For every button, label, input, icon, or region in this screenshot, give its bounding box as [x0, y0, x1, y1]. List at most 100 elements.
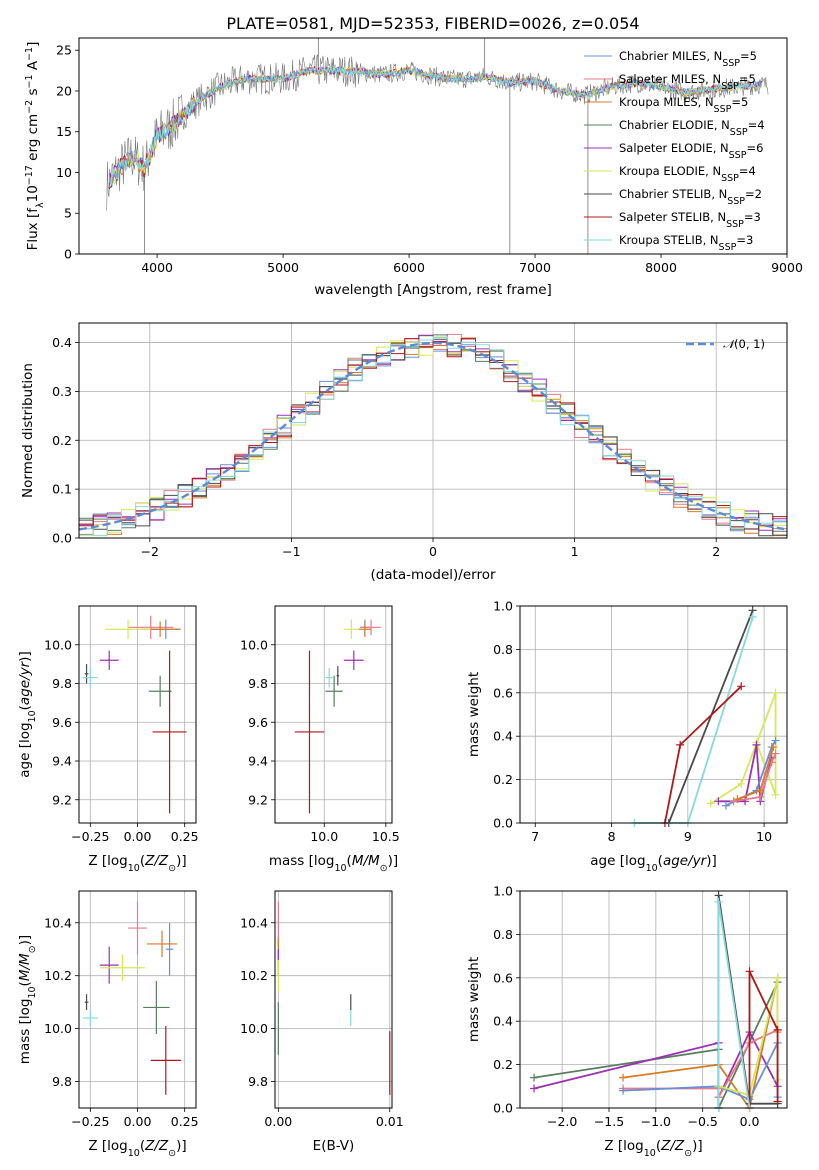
age-vs-metallicity-panel: −0.25 0.00 0.259.29.49.69.810.0Z [log10(Z/… — [17, 605, 199, 874]
label-part: Chabrier MILES, N — [619, 49, 722, 63]
x-tick-label: 8 — [608, 829, 616, 844]
x-tick-label: 0.0 — [740, 1114, 760, 1129]
mass-weight-marker — [737, 682, 746, 691]
label-part: ( — [140, 1138, 145, 1154]
x-tick-label: −2 — [141, 544, 159, 559]
mass-weight-marker — [721, 801, 730, 810]
mass-weight-series — [710, 692, 777, 805]
normal-distribution-curve — [78, 341, 785, 531]
mass-weight-series — [733, 753, 777, 803]
axes-frame — [274, 605, 393, 824]
label-part: Z [log — [88, 1138, 127, 1154]
x-tick-label: 0.25 — [171, 829, 199, 844]
label-part: λ — [35, 202, 46, 208]
x-tick-label: 0.00 — [124, 829, 152, 844]
label-part: Normed distribution — [20, 363, 36, 498]
mass-weight-marker — [756, 786, 765, 795]
y-tick-label: 0.3 — [52, 384, 72, 399]
axes-frame — [78, 605, 197, 824]
label-part: Chabrier STELIB, N — [619, 187, 727, 201]
model-spectrum-line — [109, 65, 763, 185]
y-tick-label: 10.4 — [240, 915, 268, 930]
label-part: −2 — [24, 100, 35, 114]
massweight-vs-metallicity-panel: −2.0 −1.5 −1.0 −0.5 0.0 0.0 0.2 0.4 0.6 0.8 1.0 Z [… — [466, 884, 788, 1159]
label-part: Z [log — [604, 1138, 643, 1154]
y-tick-label: 0.2 — [493, 772, 513, 787]
label-part: A — [25, 60, 41, 74]
y-tick-label: 9.6 — [248, 715, 268, 730]
y-tick-label: 0.2 — [52, 433, 72, 448]
x-tick-label: −0.25 — [71, 1114, 109, 1129]
y-tick-label: 0.2 — [493, 1057, 513, 1072]
label-part: E(B-V) — [313, 1138, 355, 1154]
x-tick-label: 7000 — [519, 260, 551, 275]
y-tick-label: 10.0 — [44, 1021, 72, 1036]
label-part: Z [log — [88, 853, 127, 869]
y-tick-label: 1.0 — [493, 884, 513, 899]
mass-weight-marker — [752, 740, 761, 749]
label-part: 10 — [27, 986, 38, 998]
label-part: SSP — [719, 242, 737, 253]
mass-vs-ebv-panel: 0.00 0.01 9.8 10.0 10.2 10.4 E(B-V) — [240, 890, 404, 1154]
label-part: ⊙ — [168, 1148, 176, 1159]
label-part: =4 — [739, 164, 756, 178]
y-tick-label: 0.8 — [493, 927, 513, 942]
label-part: Z/Z — [144, 853, 169, 869]
y-tick-label: 0.4 — [493, 729, 513, 744]
mass-weight-marker — [771, 688, 780, 697]
label-part: 10 — [334, 863, 346, 874]
mass-weight-marker — [773, 973, 782, 982]
y-tick-label: 0.4 — [52, 335, 72, 350]
mass-weight-marker — [771, 790, 780, 799]
label-part: 10 — [644, 1148, 656, 1159]
x-tick-label: 0 — [429, 544, 437, 559]
legend-entry: Salpeter STELIB, NSSP=3 — [619, 210, 761, 230]
x-tick-label: −1 — [282, 544, 300, 559]
mass-weight-marker — [771, 749, 780, 758]
mass-weight-marker — [769, 743, 778, 752]
label-part: Chabrier ELODIE, N — [619, 118, 730, 132]
label-part: M/M — [352, 853, 380, 869]
label-part: ⊙ — [380, 863, 388, 874]
label-part: =2 — [745, 187, 762, 201]
label-part: mass [log — [269, 853, 335, 869]
y-tick-label: 1.0 — [493, 599, 513, 614]
x-axis-label: age [log10(age/yr)] — [590, 853, 716, 874]
y-tick-label: 0 — [64, 247, 72, 262]
label-part: =6 — [746, 141, 763, 155]
legend-entry: Chabrier ELODIE, NSSP=4 — [619, 118, 765, 138]
y-tick-label: 0.0 — [493, 816, 513, 831]
label-part: Kroupa ELODIE, N — [619, 164, 721, 178]
y-tick-label: 0.8 — [493, 642, 513, 657]
y-tick-label: 10.2 — [44, 968, 72, 983]
mass-weight-marker — [714, 897, 723, 906]
y-tick-label: 9.8 — [52, 1074, 72, 1089]
x-axis-label: wavelength [Angstrom, rest frame] — [314, 282, 552, 298]
x-tick-label: −2.0 — [547, 1114, 577, 1129]
residual-histogram — [79, 338, 787, 528]
label-part: SSP — [726, 219, 744, 230]
mass-weight-marker — [619, 1086, 628, 1095]
label-part: )] — [692, 1138, 703, 1154]
x-tick-label: 9000 — [771, 260, 803, 275]
x-tick-label: 0.00 — [124, 1114, 152, 1129]
y-tick-label: 9.4 — [248, 754, 268, 769]
mass-weight-marker — [733, 795, 742, 804]
label-part: Kroupa MILES, N — [619, 95, 714, 109]
y-tick-label: 5 — [64, 206, 72, 221]
label-part: SSP — [730, 127, 748, 138]
y-tick-label: 10.0 — [44, 637, 72, 652]
y-tick-label: 10.2 — [240, 968, 268, 983]
label-part: age [log — [590, 853, 645, 869]
label-part: =3 — [744, 210, 761, 224]
y-tick-label: 0.0 — [52, 531, 72, 546]
label-part: ⊙ — [684, 1148, 692, 1159]
mass-weight-marker — [676, 740, 685, 749]
label-part: age/yr — [17, 660, 33, 705]
label-part: )] — [706, 853, 717, 869]
label-part: 10 — [25, 185, 41, 202]
y-tick-label: 9.2 — [52, 792, 72, 807]
y-tick-label: 9.8 — [248, 676, 268, 691]
label-part: ( — [17, 705, 33, 710]
